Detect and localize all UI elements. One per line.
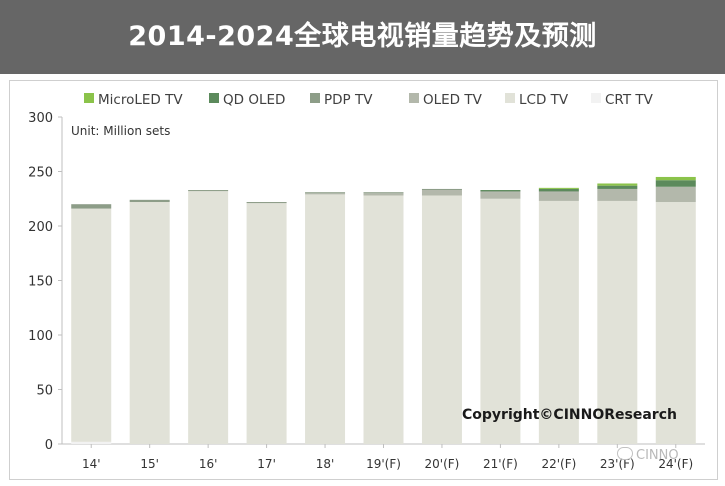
x-tick-label: 23'(F) <box>600 457 635 471</box>
chart-title: 2014-2024全球电视销量趋势及预测 <box>128 21 597 52</box>
y-tick-label: 50 <box>36 384 53 399</box>
bar-segment <box>421 188 462 191</box>
y-tick-label: 250 <box>28 166 53 181</box>
bar-segment <box>480 198 521 444</box>
x-tick-label: 21'(F) <box>483 457 518 471</box>
x-tick-label: 16' <box>199 457 218 471</box>
y-tick-label: 100 <box>28 329 53 344</box>
x-tick-label: 20'(F) <box>425 457 460 471</box>
legend-label: OLED TV <box>423 92 483 108</box>
title-bar: 2014-2024全球电视销量趋势及预测 <box>0 0 725 74</box>
legend-swatch <box>209 93 219 103</box>
x-tick-label: 15' <box>140 457 159 471</box>
bar-segment <box>597 185 638 189</box>
bar-segment <box>655 202 696 444</box>
legend-label: MicroLED TV <box>98 92 183 108</box>
chart-frame <box>9 80 718 480</box>
wechat-icon <box>617 447 633 460</box>
bar-segment <box>538 191 579 193</box>
bar-segment <box>421 190 462 196</box>
bar-segment <box>71 204 112 209</box>
x-tick-label: 17' <box>257 457 276 471</box>
bar-segment <box>71 208 112 442</box>
bar-segment <box>655 180 696 187</box>
bar-segment <box>363 192 404 194</box>
legend-label: LCD TV <box>519 92 569 108</box>
legend-label: CRT TV <box>605 92 654 108</box>
legend-swatch <box>409 93 419 103</box>
bar-segment <box>129 199 170 203</box>
bar-segment <box>538 188 579 192</box>
bar-segment <box>305 192 346 194</box>
bar-segment <box>655 176 696 181</box>
bar-segment <box>538 192 579 201</box>
x-tick-label: 14' <box>82 457 101 471</box>
y-tick-label: 0 <box>45 438 53 453</box>
bar-segment <box>246 202 287 204</box>
bar-segment <box>305 193 346 195</box>
x-tick-label: 18' <box>316 457 335 471</box>
legend-swatch <box>310 93 320 103</box>
x-tick-label: 22'(F) <box>541 457 576 471</box>
legend-swatch <box>84 93 94 103</box>
bar-segment <box>480 191 521 193</box>
bar-segment <box>363 193 404 196</box>
unit-note: Unit: Million sets <box>71 124 170 138</box>
legend-label: PDP TV <box>324 92 373 108</box>
legend-label: QD OLED <box>223 92 285 108</box>
bar-segment <box>305 194 346 444</box>
x-tick-label: 19'(F) <box>366 457 401 471</box>
y-tick-label: 150 <box>28 275 53 290</box>
bar-segment <box>597 188 638 201</box>
bar-segment <box>246 203 287 444</box>
bar-segment <box>363 195 404 444</box>
bar-segment <box>480 192 521 199</box>
bar-segment <box>188 190 229 192</box>
bar-segment <box>655 186 696 203</box>
watermark: CINNO <box>617 447 679 463</box>
watermark-text: CINNO <box>636 448 679 463</box>
bar-segment <box>538 187 579 189</box>
bar-segment <box>597 200 638 444</box>
bar-segment <box>129 202 170 444</box>
y-tick-label: 300 <box>28 111 53 126</box>
x-tick-label: 24'(F) <box>658 457 693 471</box>
bar-segment <box>480 190 521 192</box>
copyright-text: Copyright©CINNOResearch <box>462 407 677 423</box>
bar-segment <box>188 191 229 444</box>
legend-swatch <box>591 93 601 103</box>
bar-segment <box>421 195 462 444</box>
bar-segment <box>538 200 579 444</box>
y-tick-label: 200 <box>28 220 53 235</box>
bar-segment <box>597 183 638 186</box>
legend-swatch <box>505 93 515 103</box>
bar-segment <box>71 441 112 444</box>
